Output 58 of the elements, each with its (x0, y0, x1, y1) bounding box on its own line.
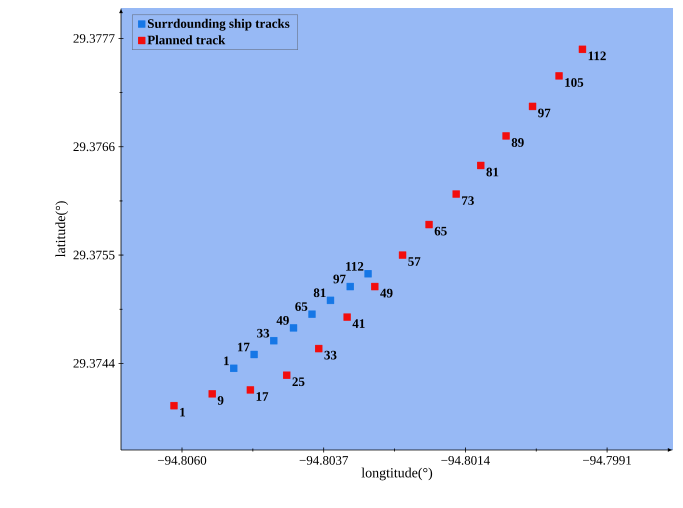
annotation: 17 (256, 392, 268, 401)
y-tick-label: 29.3755 (73, 250, 115, 260)
y-tick-label: 29.3744 (73, 358, 115, 368)
annotation: 97 (538, 108, 550, 118)
annotation: 65 (434, 226, 447, 236)
point (425, 220, 433, 228)
annotation: 105 (565, 78, 584, 87)
point (283, 371, 290, 379)
x-tick-label: −94.8037 (300, 456, 348, 465)
annotation: 9 (218, 396, 224, 405)
annotation: 112 (346, 262, 364, 271)
annotation: 1 (180, 408, 185, 416)
annotation: 89 (512, 138, 524, 147)
point (270, 337, 278, 344)
point (346, 282, 354, 290)
x-tick-label: −94.8060 (158, 456, 206, 465)
annotation: 33 (324, 350, 336, 360)
x-axis-title: longtitude(°) (362, 468, 432, 480)
annotation: 17 (238, 342, 250, 352)
annotation: 73 (462, 196, 474, 205)
annotation: 41 (352, 319, 365, 328)
point (398, 251, 406, 259)
point (477, 162, 484, 170)
point (578, 46, 586, 54)
point (371, 282, 379, 290)
annotation: 49 (380, 288, 393, 298)
point (343, 313, 351, 321)
annotation: 33 (257, 328, 270, 338)
legend-label: Planned track (147, 35, 226, 44)
point (250, 350, 258, 358)
point (528, 102, 536, 110)
point (290, 324, 298, 332)
annotation: 112 (588, 52, 606, 60)
y-axis-title: latitude(°) (55, 201, 68, 258)
point (326, 296, 334, 304)
point (452, 190, 460, 198)
annotation: 57 (408, 257, 420, 266)
point (246, 386, 254, 394)
legend-label: Surrdounding ship tracks (148, 18, 290, 31)
y-tick-label: 29.3766 (73, 142, 115, 152)
y-tick-label: 29.3777 (73, 34, 115, 43)
annotation: 1 (224, 356, 229, 366)
annotation: 25 (292, 377, 304, 386)
point (555, 72, 563, 80)
point (230, 364, 238, 372)
point (208, 390, 216, 398)
annotation: 65 (295, 302, 308, 311)
point (308, 310, 316, 318)
annotation: 49 (276, 316, 289, 325)
point (315, 344, 322, 352)
x-tick-label: −94.7991 (583, 456, 632, 465)
annotation: 97 (333, 274, 346, 284)
point (502, 132, 510, 140)
point (170, 402, 178, 410)
annotation: 81 (486, 168, 498, 176)
annotation: 81 (314, 288, 326, 298)
point (364, 270, 372, 278)
x-tick-label: −94.8014 (441, 456, 490, 465)
